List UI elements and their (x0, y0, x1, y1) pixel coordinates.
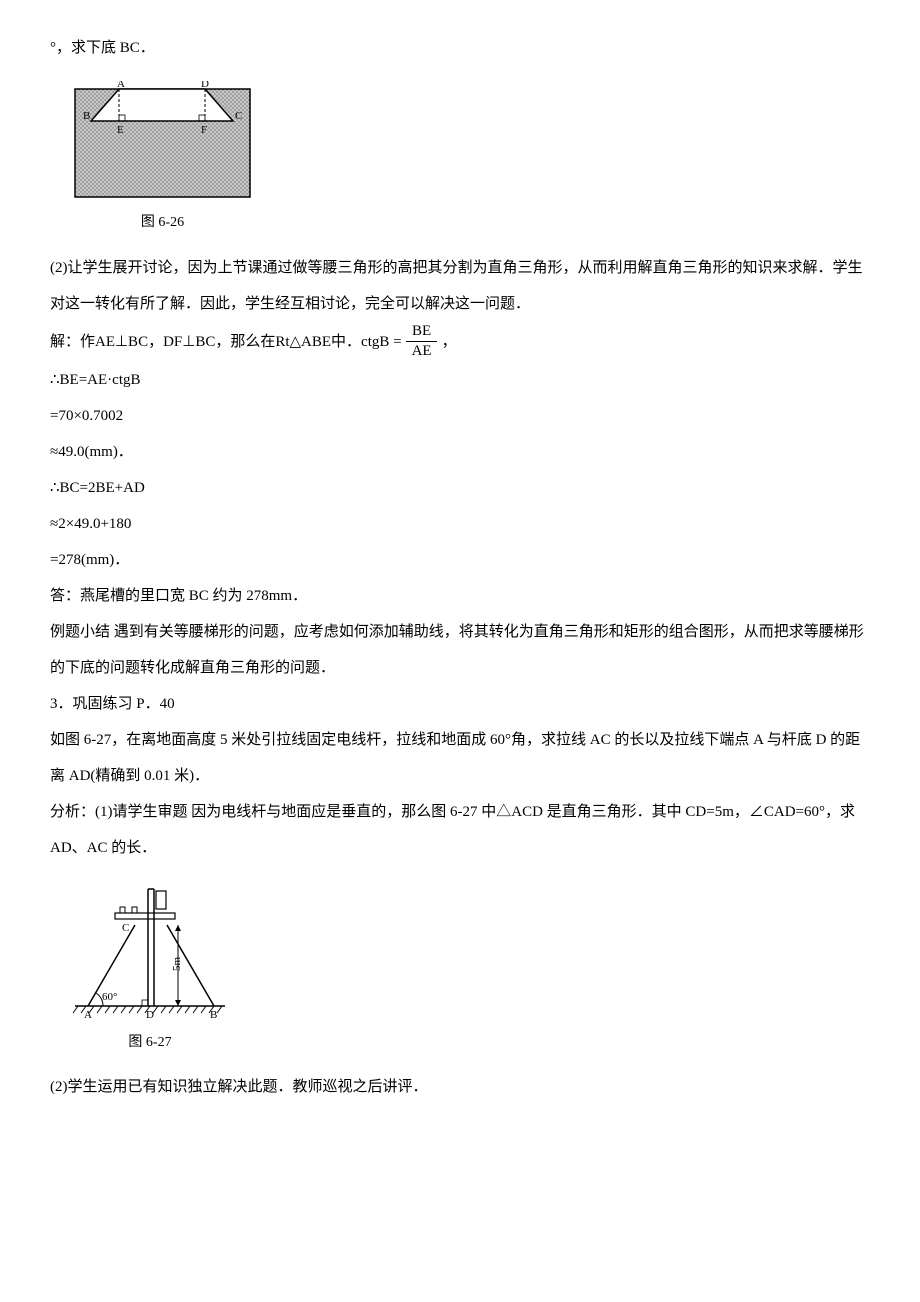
figure-1-caption: 图 6-26 (70, 206, 255, 240)
fraction-be-ae: BE AE (406, 322, 438, 362)
summary-paragraph: 例题小结 遇到有关等腰梯形的问题，应考虑如何添加辅助线，将其转化为直角三角形和矩… (50, 614, 870, 686)
svg-text:B: B (83, 110, 90, 122)
solution-line6: ≈2×49.0+180 (50, 506, 870, 542)
solution-line1-suffix: ， (442, 324, 457, 360)
svg-text:A: A (117, 81, 125, 90)
discussion-paragraph: (2)让学生展开讨论，因为上节课通过做等腰三角形的高把其分割为直角三角形，从而利… (50, 250, 870, 322)
intro-text: °，求下底 BC． (50, 40, 155, 56)
solution-line2-text: ∴BE=AE·ctgB (50, 372, 141, 388)
svg-text:C: C (235, 110, 242, 122)
solution-answer: 答：燕尾槽的里口宽 BC 约为 278mm． (50, 578, 870, 614)
final-text: (2)学生运用已有知识独立解决此题．教师巡视之后讲评． (50, 1079, 428, 1095)
svg-text:60°: 60° (102, 991, 117, 1003)
practice-heading: 3．巩固练习 P．40 (50, 686, 870, 722)
solution-line2: ∴BE=AE·ctgB (50, 362, 870, 398)
solution-line3-text: =70×0.7002 (50, 408, 123, 424)
svg-text:D: D (201, 81, 209, 90)
svg-text:E: E (117, 124, 124, 136)
practice-analysis: 分析：(1)请学生审题 因为电线杆与地面应是垂直的，那么图 6-27 中△ACD… (50, 794, 870, 866)
svg-text:A: A (84, 1009, 92, 1021)
solution-line6-text: ≈2×49.0+180 (50, 516, 131, 532)
solution-line4: ≈49.0(mm)． (50, 434, 870, 470)
svg-text:D: D (146, 1009, 154, 1021)
svg-text:B: B (210, 1009, 217, 1021)
solution-line3: =70×0.7002 (50, 398, 870, 434)
solution-line5-text: ∴BC=2BE+AD (50, 480, 145, 496)
solution-answer-text: 答：燕尾槽的里口宽 BC 约为 278mm． (50, 588, 307, 604)
figure-1-container: A D B E F C 图 6-26 (70, 81, 255, 240)
figure-2-svg: 60° 5m A D B C (70, 881, 230, 1021)
figure-1-svg: A D B E F C (70, 81, 255, 201)
svg-text:C: C (122, 922, 129, 934)
intro-line: °，求下底 BC． (50, 30, 870, 66)
figure-2-caption: 图 6-27 (70, 1026, 230, 1060)
final-paragraph: (2)学生运用已有知识独立解决此题．教师巡视之后讲评． (50, 1069, 870, 1105)
solution-line4-text: ≈49.0(mm)． (50, 444, 133, 460)
svg-text:5m: 5m (171, 956, 183, 971)
svg-text:F: F (201, 124, 207, 136)
fraction-denominator: AE (406, 342, 438, 362)
practice-problem-text: 如图 6-27，在离地面高度 5 米处引拉线固定电线杆，拉线和地面成 60°角，… (50, 732, 860, 784)
discussion-text: (2)让学生展开讨论，因为上节课通过做等腰三角形的高把其分割为直角三角形，从而利… (50, 260, 863, 312)
solution-line1: 解：作AE⊥BC，DF⊥BC，那么在Rt△ABE中．ctgB = BE AE ， (50, 322, 870, 362)
solution-line1-prefix: 解：作AE⊥BC，DF⊥BC，那么在Rt△ABE中．ctgB = (50, 324, 402, 360)
figure-2-container: 60° 5m A D B C 图 6-27 (70, 881, 230, 1060)
summary-text: 例题小结 遇到有关等腰梯形的问题，应考虑如何添加辅助线，将其转化为直角三角形和矩… (50, 624, 864, 676)
practice-problem: 如图 6-27，在离地面高度 5 米处引拉线固定电线杆，拉线和地面成 60°角，… (50, 722, 870, 794)
practice-heading-text: 3．巩固练习 P．40 (50, 696, 175, 712)
solution-line5: ∴BC=2BE+AD (50, 470, 870, 506)
practice-analysis-text: 分析：(1)请学生审题 因为电线杆与地面应是垂直的，那么图 6-27 中△ACD… (50, 804, 855, 856)
fraction-numerator: BE (406, 322, 437, 343)
solution-line7: =278(mm)． (50, 542, 870, 578)
solution-line7-text: =278(mm)． (50, 552, 129, 568)
